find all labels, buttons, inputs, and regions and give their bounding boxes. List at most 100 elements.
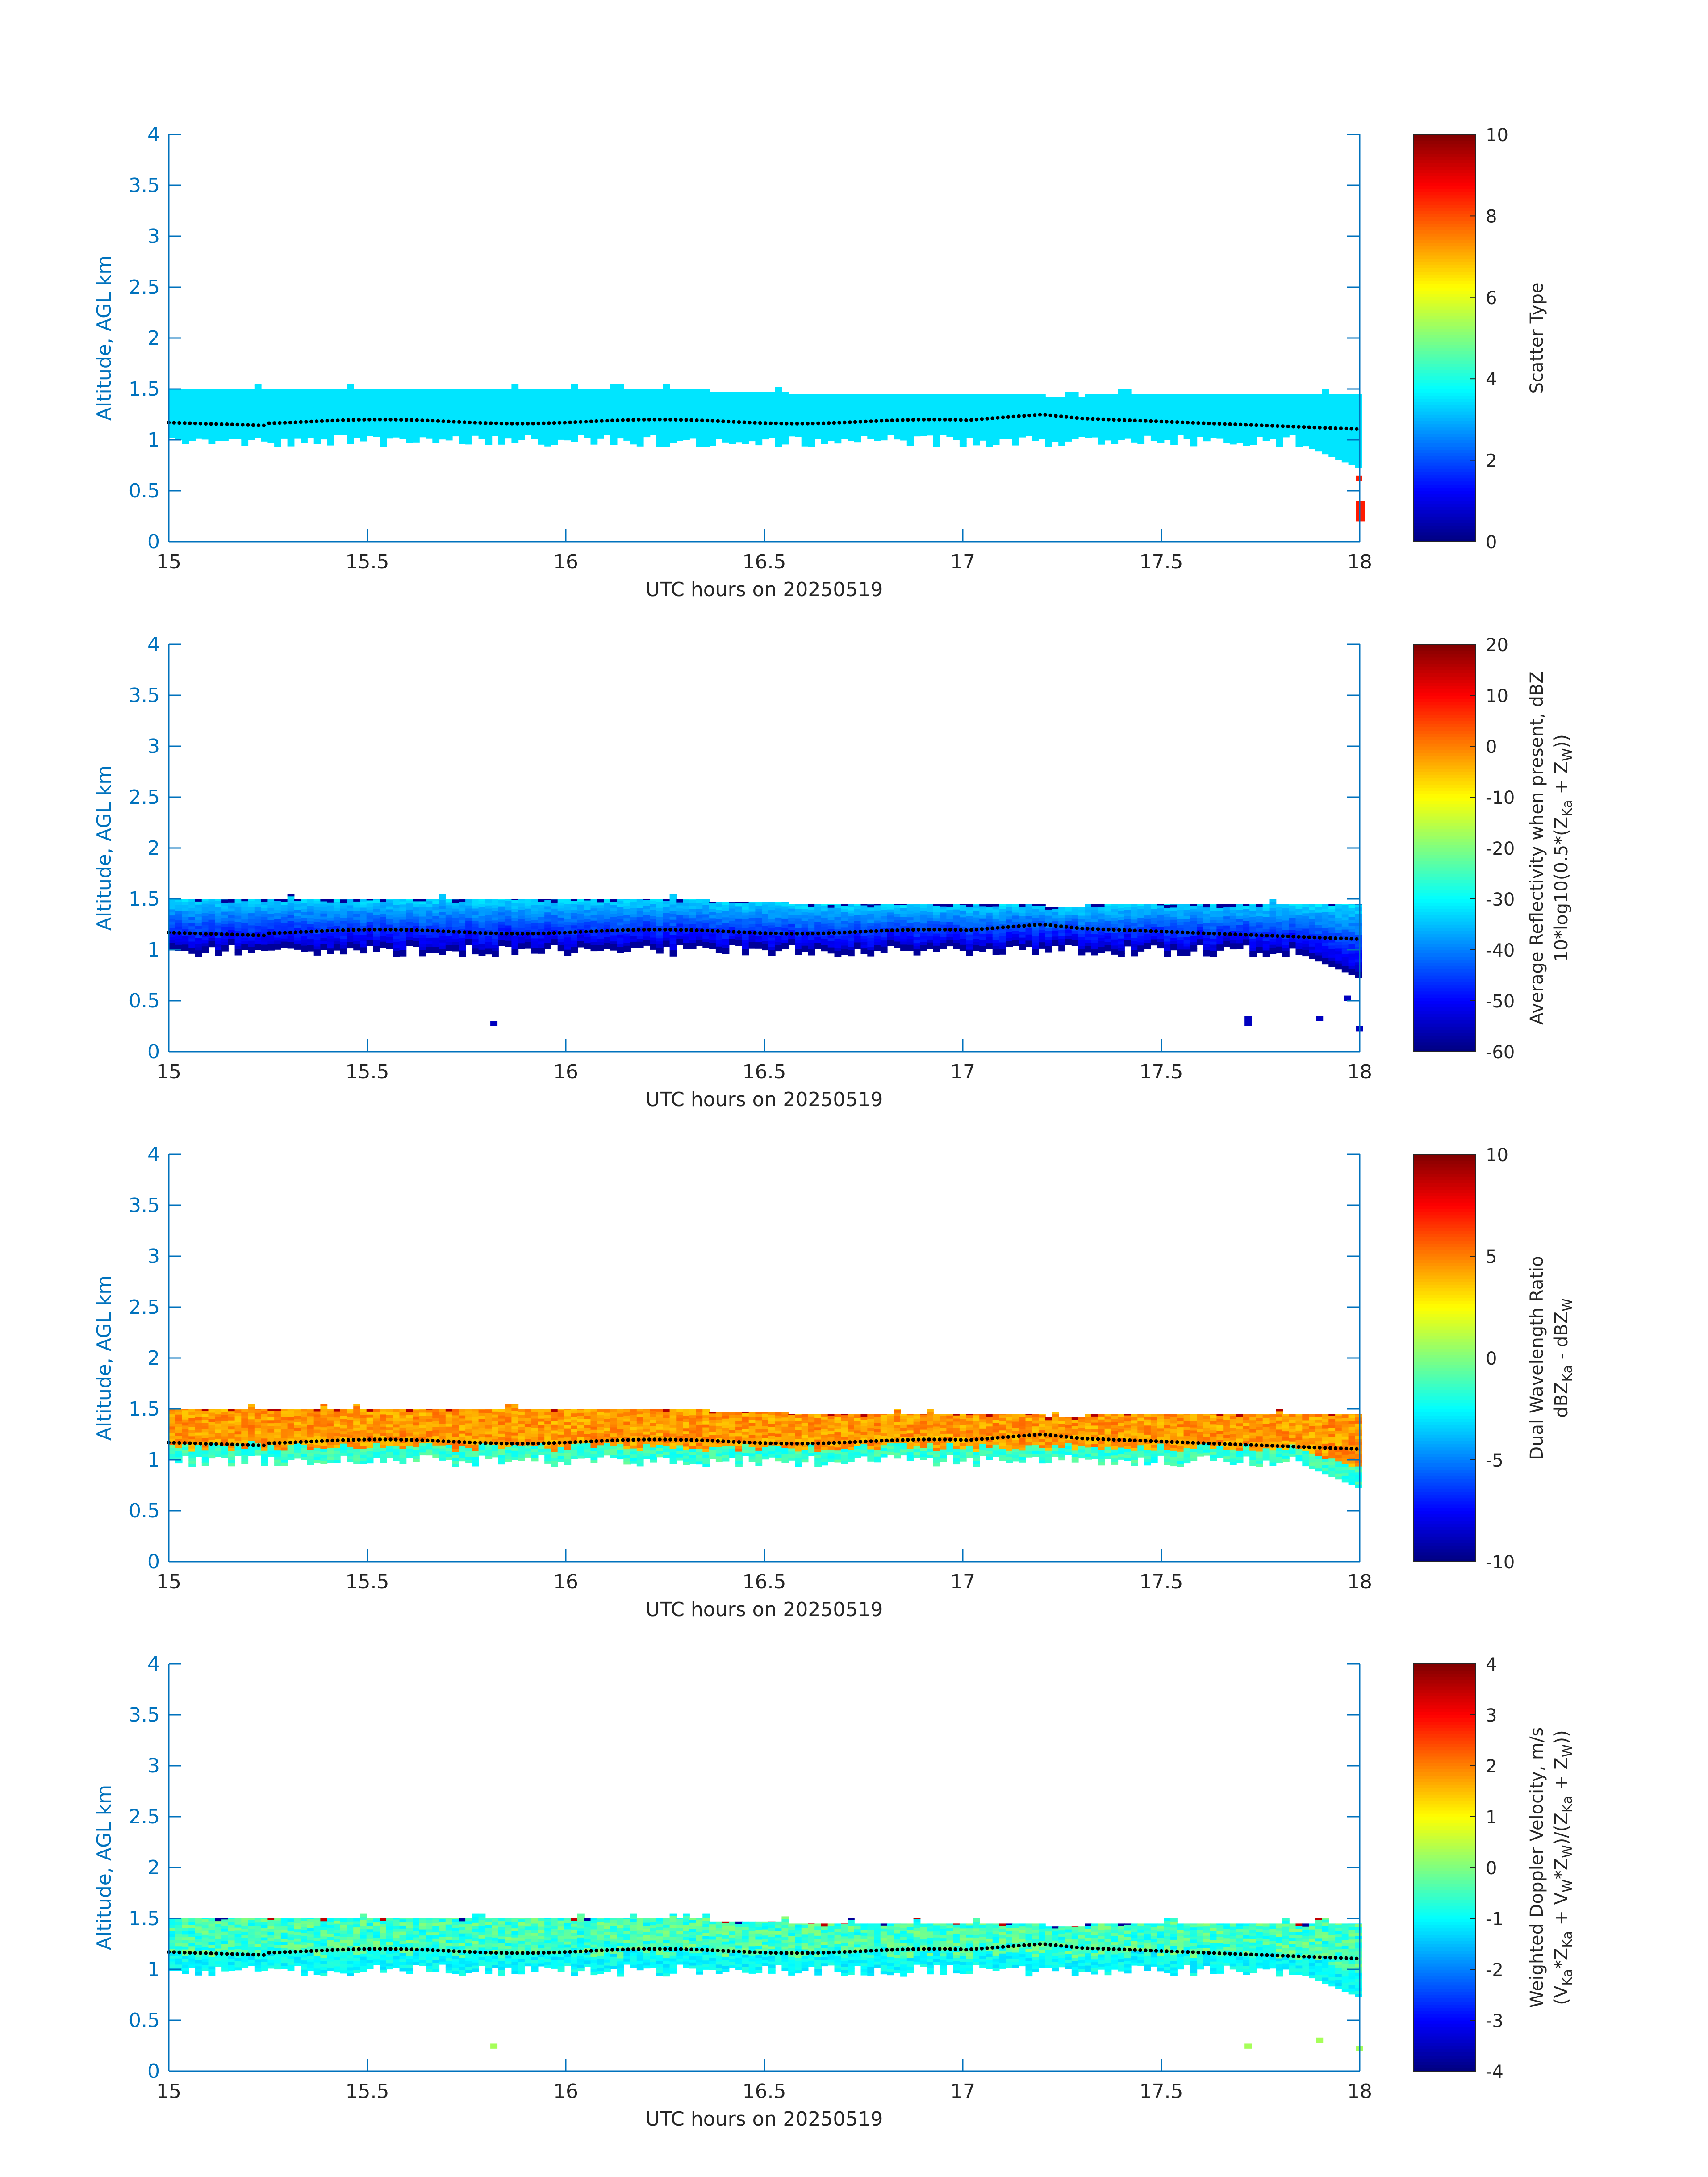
heatmap-cell — [617, 431, 624, 435]
heatmap-cell — [683, 424, 690, 428]
heatmap-cell — [1118, 430, 1125, 434]
heatmap-cell — [419, 950, 426, 953]
heatmap-cell — [1052, 405, 1059, 408]
heatmap-cell — [406, 940, 413, 944]
heatmap-cell — [248, 400, 255, 404]
heatmap-cell — [1348, 443, 1356, 447]
heatmap-cell — [584, 899, 591, 901]
heatmap-cell — [841, 411, 848, 414]
heatmap-cell — [221, 929, 229, 933]
heatmap-cell — [669, 427, 677, 431]
cloud-base-dot — [626, 418, 630, 422]
heatmap-cell — [762, 396, 769, 400]
heatmap-cell — [867, 405, 875, 409]
heatmap-cell — [683, 909, 690, 912]
cloud-base-dot — [378, 418, 382, 422]
heatmap-cell — [301, 440, 308, 443]
heatmap-cell — [663, 443, 670, 447]
heatmap-cell — [827, 422, 835, 426]
heatmap-cell — [557, 409, 565, 413]
heatmap-cell — [195, 919, 202, 923]
heatmap-cell — [393, 941, 400, 945]
heatmap-cell — [584, 434, 591, 438]
colorbar-swatch — [1413, 430, 1476, 434]
heatmap-cell — [610, 907, 618, 911]
heatmap-cell — [531, 938, 539, 942]
heatmap-cell — [432, 400, 440, 404]
heatmap-cell — [946, 394, 954, 397]
heatmap-cell — [610, 405, 618, 409]
heatmap-cell — [478, 925, 486, 928]
heatmap-cell — [1039, 436, 1046, 439]
heatmap-cell — [373, 430, 380, 434]
heatmap-cell — [610, 926, 618, 929]
heatmap-cell — [1210, 404, 1217, 407]
heatmap-cell — [1229, 429, 1237, 433]
heatmap-cell — [841, 426, 848, 430]
heatmap-cell — [406, 933, 413, 937]
heatmap-cell — [307, 425, 314, 429]
heatmap-cell — [584, 404, 591, 407]
heatmap-cell — [274, 925, 281, 928]
heatmap-cell — [459, 913, 466, 917]
heatmap-cell — [702, 391, 710, 395]
heatmap-cell — [610, 435, 618, 439]
heatmap-cell — [169, 906, 176, 910]
heatmap-cell — [1203, 416, 1211, 420]
heatmap-cell — [274, 397, 281, 401]
heatmap-cell — [1144, 396, 1151, 399]
heatmap-cell — [1150, 397, 1158, 401]
heatmap-cell — [485, 389, 493, 393]
heatmap-cell — [1276, 422, 1283, 426]
heatmap-cell — [327, 911, 334, 915]
heatmap-cell — [393, 914, 400, 918]
heatmap-cell — [340, 923, 347, 927]
colorbar-tick-label: 2 — [1486, 451, 1497, 472]
heatmap-cell — [1118, 421, 1125, 425]
heatmap-cell — [439, 390, 446, 394]
heatmap-cell — [524, 407, 532, 411]
heatmap-cell — [590, 911, 598, 915]
heatmap-cell — [623, 911, 631, 915]
colorbar-swatch — [1413, 188, 1476, 192]
heatmap-cell — [814, 417, 822, 421]
heatmap-cell — [1019, 413, 1026, 416]
heatmap-cell — [1355, 434, 1362, 438]
heatmap-cell — [340, 926, 347, 930]
heatmap-cell — [729, 440, 736, 444]
heatmap-cell — [399, 937, 407, 941]
heatmap-cell — [380, 440, 387, 444]
heatmap-cell — [801, 418, 809, 422]
heatmap-cell — [1302, 400, 1310, 404]
heatmap-cell — [979, 404, 986, 407]
heatmap-cell — [597, 417, 604, 420]
heatmap-cell — [762, 402, 769, 406]
heatmap-cell — [531, 911, 539, 914]
heatmap-cell — [551, 441, 558, 445]
heatmap-cell — [445, 935, 453, 939]
heatmap-cell — [294, 401, 301, 405]
heatmap-cell — [1157, 409, 1165, 413]
heatmap-cell — [538, 904, 545, 908]
heatmap-cell — [900, 413, 907, 416]
cloud-base-dot — [362, 418, 366, 422]
heatmap-cell — [1183, 408, 1191, 412]
heatmap-cell — [814, 402, 822, 406]
heatmap-cell — [1111, 401, 1119, 405]
heatmap-cell — [742, 428, 749, 432]
heatmap-cell — [1025, 394, 1033, 397]
heatmap-cell — [1078, 427, 1086, 431]
heatmap-cell — [551, 408, 558, 412]
heatmap-cell — [735, 439, 743, 443]
heatmap-cell — [413, 916, 420, 920]
heatmap-cell — [234, 931, 242, 934]
heatmap-cell — [722, 950, 730, 954]
heatmap-cell — [175, 425, 183, 428]
heatmap-cell — [1124, 429, 1132, 432]
heatmap-cell — [1150, 394, 1158, 395]
heatmap-cell — [544, 389, 551, 392]
heatmap-cell — [564, 934, 572, 938]
heatmap-cell — [419, 394, 426, 398]
heatmap-cell — [1197, 397, 1204, 401]
heatmap-cell — [617, 937, 624, 941]
